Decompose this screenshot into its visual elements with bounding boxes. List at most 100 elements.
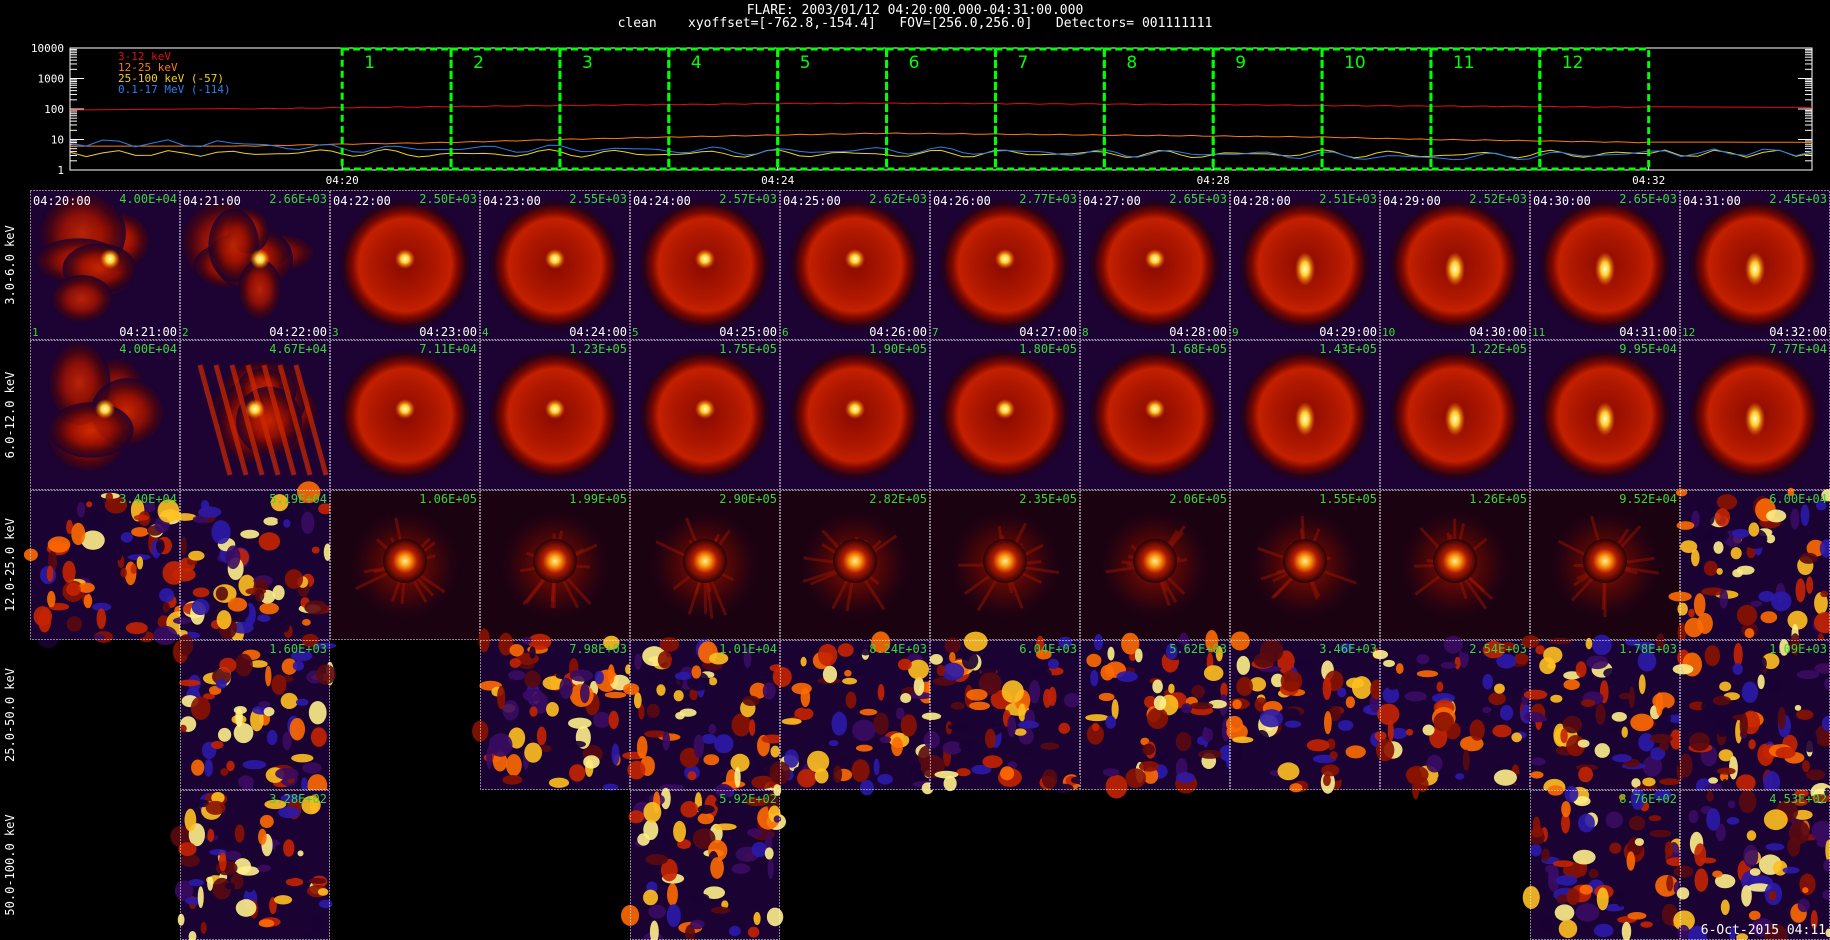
cell-border bbox=[1380, 340, 1530, 490]
stripe-artifact bbox=[277, 364, 313, 476]
noise-blob bbox=[302, 619, 311, 626]
noise-blob bbox=[297, 481, 321, 504]
noise-blob bbox=[1676, 521, 1695, 530]
noise-blob bbox=[1198, 749, 1222, 759]
noise-blob bbox=[1652, 692, 1675, 710]
max-value-label: 1.09E+03 bbox=[1769, 642, 1827, 656]
max-value-label: 2.50E+03 bbox=[419, 192, 477, 206]
noise-blob bbox=[1236, 655, 1251, 675]
noise-blob bbox=[1790, 508, 1800, 530]
max-value-label: 2.62E+03 bbox=[869, 192, 927, 206]
noise-blob bbox=[1763, 770, 1781, 795]
noise-blob bbox=[1743, 844, 1759, 868]
noise-blob bbox=[1561, 800, 1571, 818]
noise-blob bbox=[934, 770, 959, 779]
interval-number-label: 10 bbox=[1382, 326, 1395, 339]
noise-blob bbox=[711, 906, 731, 914]
noise-blob bbox=[731, 713, 752, 737]
cell-border bbox=[1080, 490, 1230, 640]
noise-blob bbox=[1277, 762, 1300, 781]
noise-blob bbox=[1324, 710, 1332, 735]
image-cell: 1.26E+05 bbox=[1380, 490, 1530, 640]
noise-blob bbox=[1736, 604, 1758, 626]
noise-blob bbox=[675, 711, 685, 720]
noise-blob bbox=[1690, 549, 1700, 567]
noise-blob bbox=[1091, 722, 1100, 732]
cell-border bbox=[930, 640, 1080, 790]
cell-border bbox=[480, 190, 630, 340]
noise-blob bbox=[721, 900, 729, 909]
noise-blob bbox=[1395, 663, 1404, 674]
noise-blob bbox=[1628, 815, 1646, 831]
image-cell: 2.65E+03 04:30:00 04:31:00 11 bbox=[1530, 190, 1680, 340]
noise-blob bbox=[1824, 677, 1830, 690]
noise-blob bbox=[66, 616, 83, 632]
noise-blob bbox=[1146, 707, 1169, 730]
noise-blob bbox=[569, 764, 586, 782]
noise-blob bbox=[936, 664, 946, 677]
noise-blob bbox=[47, 536, 71, 553]
noise-blob bbox=[611, 743, 620, 766]
noise-blob bbox=[1539, 915, 1553, 934]
noise-blob bbox=[1765, 534, 1776, 544]
noise-blob bbox=[1694, 868, 1709, 892]
noise-blob bbox=[685, 924, 696, 940]
noise-blob bbox=[634, 653, 642, 670]
noise-blob bbox=[1441, 775, 1459, 790]
cell-border bbox=[1230, 340, 1380, 490]
noise-blob bbox=[715, 797, 730, 809]
noise-blob bbox=[628, 810, 645, 824]
noise-blob bbox=[1618, 693, 1634, 700]
noise-blob bbox=[1677, 924, 1690, 940]
noise-blob bbox=[125, 622, 148, 635]
hot-spot bbox=[1445, 252, 1465, 286]
noise-blob bbox=[837, 643, 854, 657]
noise-blob bbox=[783, 749, 799, 768]
noise-blob bbox=[1810, 910, 1818, 930]
noise-blob bbox=[318, 503, 332, 515]
start-time-label: 04:24:00 bbox=[633, 194, 691, 208]
noise-blob bbox=[1810, 794, 1830, 802]
noise-blob bbox=[1673, 865, 1694, 878]
noise-blob bbox=[1305, 677, 1322, 688]
noise-blob bbox=[1771, 591, 1792, 612]
noise-blob bbox=[318, 899, 333, 909]
noise-blob bbox=[1459, 639, 1475, 654]
noise-blob bbox=[1586, 655, 1609, 670]
noise-blob bbox=[1492, 724, 1512, 738]
noise-blob bbox=[1642, 755, 1663, 777]
noise-blob bbox=[836, 757, 852, 764]
noise-blob bbox=[1543, 646, 1563, 664]
noise-blob bbox=[1111, 699, 1119, 720]
noise-blob bbox=[1181, 703, 1193, 714]
noise-blob bbox=[674, 671, 692, 681]
hot-spot bbox=[845, 399, 865, 419]
max-value-label: 2.65E+03 bbox=[1169, 192, 1227, 206]
noise-blob bbox=[153, 625, 178, 646]
noise-blob bbox=[1284, 720, 1302, 728]
noise-blob bbox=[1496, 653, 1517, 669]
end-time-label: 04:28:00 bbox=[1169, 325, 1227, 339]
noise-blob bbox=[1805, 769, 1826, 781]
noise-blob bbox=[648, 904, 666, 919]
noise-blob bbox=[871, 631, 891, 653]
max-value-label: 8.76E+02 bbox=[1619, 792, 1677, 806]
image-cell: 8.24E+03 bbox=[769, 631, 938, 796]
hot-spot bbox=[100, 249, 120, 269]
noise-blob bbox=[1345, 696, 1356, 709]
noise-blob bbox=[211, 520, 231, 545]
stripe-artifact bbox=[293, 364, 329, 476]
noise-blob bbox=[1225, 715, 1243, 733]
point-source bbox=[1433, 539, 1477, 583]
noise-blob bbox=[1153, 695, 1167, 711]
noise-blob bbox=[828, 739, 839, 747]
noise-blob bbox=[524, 742, 543, 763]
noise-blob bbox=[1717, 767, 1736, 775]
noise-blob bbox=[762, 682, 776, 700]
end-time-label: 04:21:00 bbox=[119, 325, 177, 339]
noise-blob bbox=[191, 759, 205, 776]
max-value-label: 1.75E+05 bbox=[719, 342, 777, 356]
noise-blob bbox=[116, 541, 123, 561]
noise-blob bbox=[1706, 791, 1714, 802]
hot-spot bbox=[395, 249, 415, 269]
